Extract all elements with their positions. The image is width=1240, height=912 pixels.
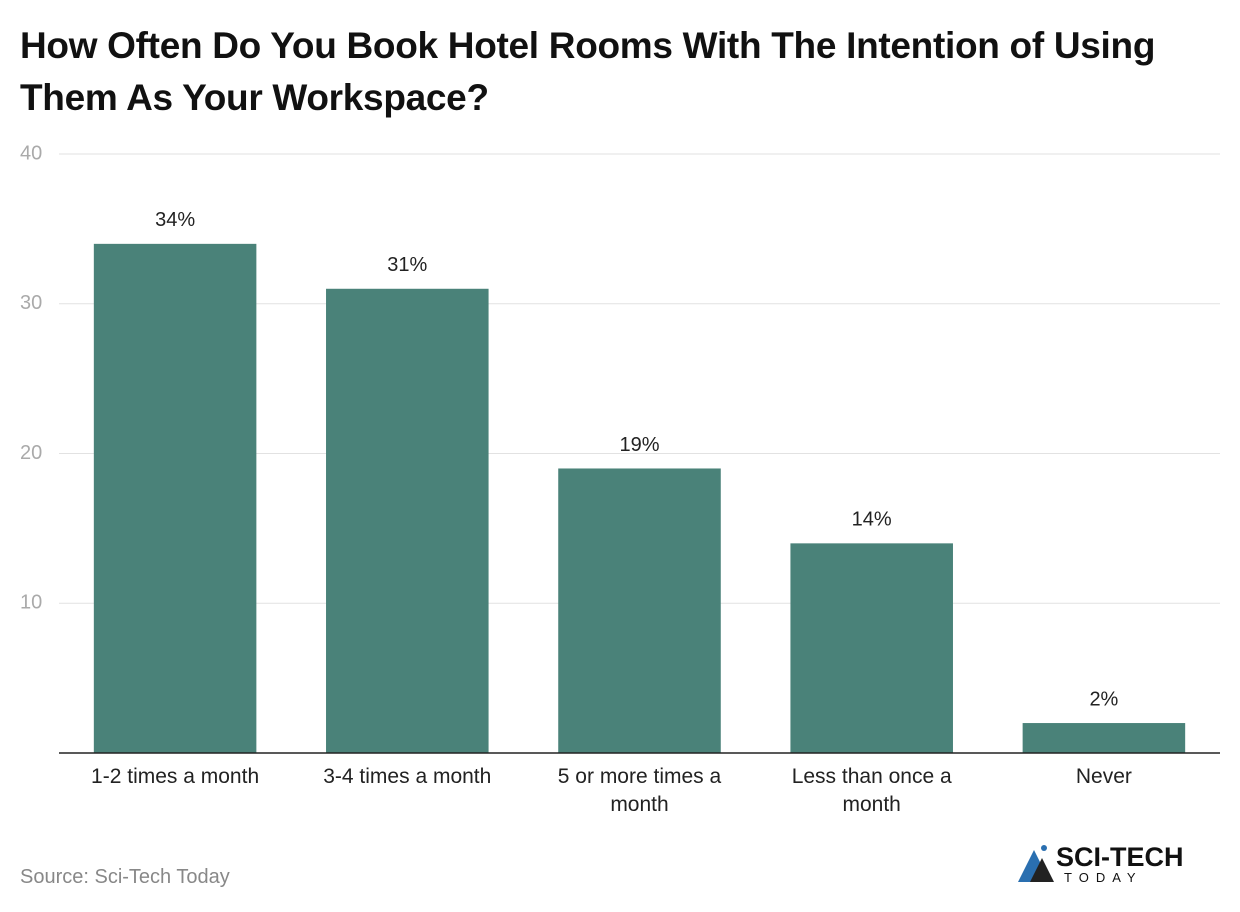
bar bbox=[1022, 723, 1186, 753]
x-tick-label: 3-4 times a month bbox=[323, 765, 492, 788]
x-tick-label: 5 or more times a month bbox=[557, 765, 722, 816]
value-label: 19% bbox=[619, 434, 659, 456]
bar bbox=[558, 468, 721, 753]
logo-icon bbox=[1018, 845, 1054, 882]
y-tick-label: 40 bbox=[20, 142, 42, 164]
logo-name: SCI-TECH bbox=[1056, 842, 1184, 872]
value-label: 2% bbox=[1089, 688, 1118, 710]
bar bbox=[326, 288, 489, 753]
bar bbox=[93, 243, 257, 753]
chart-title: How Often Do You Book Hotel Rooms With T… bbox=[20, 25, 1156, 118]
source: Source: Sci-Tech Today bbox=[20, 866, 230, 888]
value-label: 34% bbox=[155, 209, 195, 231]
y-tick-label: 30 bbox=[20, 292, 42, 314]
y-tick-label: 20 bbox=[20, 442, 42, 464]
y-tick-label: 10 bbox=[20, 592, 42, 614]
bar bbox=[790, 543, 953, 753]
value-label: 31% bbox=[387, 254, 427, 276]
value-label: 14% bbox=[852, 509, 892, 531]
x-tick-label: Less than once a month bbox=[791, 765, 952, 816]
logo-tagline: TODAY bbox=[1064, 870, 1143, 885]
x-tick-label: Never bbox=[1075, 765, 1132, 788]
x-tick-label: 1-2 times a month bbox=[91, 765, 260, 788]
